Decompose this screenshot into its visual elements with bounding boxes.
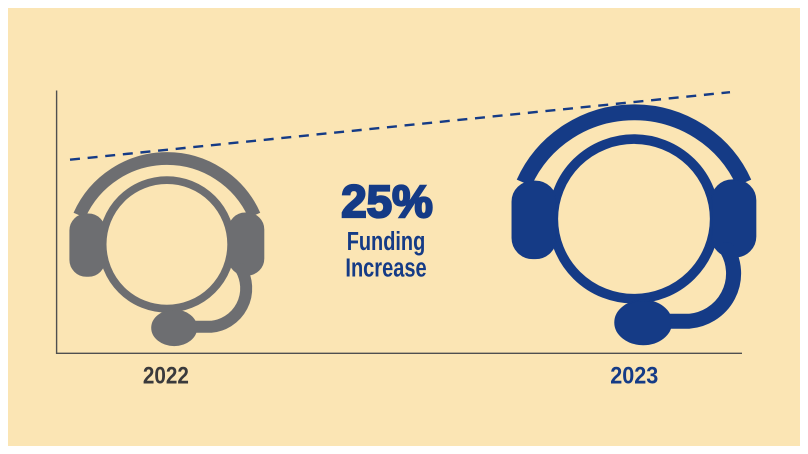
svg-text:25%: 25% bbox=[341, 176, 433, 227]
svg-text:2022: 2022 bbox=[143, 362, 189, 389]
svg-text:Funding: Funding bbox=[347, 228, 426, 256]
svg-text:2023: 2023 bbox=[610, 362, 658, 389]
svg-text:Increase: Increase bbox=[345, 254, 426, 282]
